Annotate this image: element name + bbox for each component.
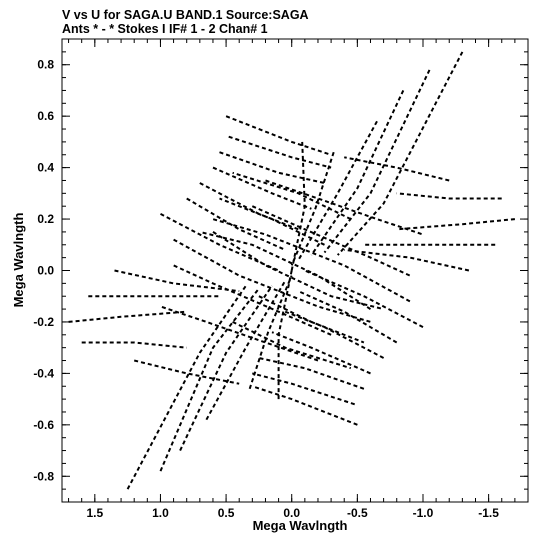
plot-header-line1: V vs U for SAGA.U BAND.1 Source:SAGA [62,8,309,22]
y-tick-label: 0.2 [37,212,54,226]
plot-frame [61,38,529,503]
uv-track-35 [199,230,372,310]
x-axis-label: Mega Wavlngth [253,518,348,533]
y-tick-label: 0.0 [37,264,54,278]
uv-track-23 [297,290,398,344]
uv-track-40 [265,179,424,236]
uv-track-41 [160,305,319,362]
uv-track-20 [199,182,299,231]
uv-track-38 [251,205,411,277]
uv-tracks [68,51,515,490]
uv-track-19 [271,331,371,375]
plot-axes: 1.5 1.0 0.5 0.0 -0.5 -1.0 -1.5 0.8 0.6 0.4 0.2 0.0 -… [33,38,529,520]
uv-track-30 [68,310,187,323]
x-tick-label: -1.5 [478,506,499,520]
uv-track-42 [258,295,365,344]
uv-track-1 [126,285,247,490]
uv-track-14 [228,135,332,169]
uv-track-27 [344,248,470,272]
y-tick-label: 0.4 [37,161,54,175]
uv-track-18 [212,166,312,210]
uv-track-4 [310,89,405,256]
uv-track-5 [179,285,273,452]
x-tick-label: 1.0 [152,506,169,520]
uv-track-7 [205,280,287,421]
uv-track-36 [173,238,371,323]
x-tick-label: 0.5 [218,506,235,520]
y-tick-label: 0.8 [37,58,54,72]
uv-track-25 [304,269,424,328]
y-tick-label: -0.2 [33,315,54,329]
x-tick-label: 1.5 [86,506,103,520]
uv-track-21 [284,310,385,359]
uv-track-12 [225,115,332,156]
x-tick-label: 0.0 [283,506,300,520]
uv-track-43 [219,197,325,246]
uv-track-39 [173,264,332,336]
uv-track-46 [133,359,240,385]
uv-track-34 [212,231,384,311]
uv-track-22 [186,197,286,251]
y-tick-label: -0.8 [33,469,54,483]
y-tick-label: 0.6 [37,109,54,123]
uv-track-26 [114,269,240,293]
y-axis-label: Mega Wavlngth [11,213,26,308]
y-tick-label: -0.4 [33,366,54,380]
uv-track-16 [219,151,325,184]
uv-track-9 [248,275,293,390]
uv-track-17 [258,357,365,390]
x-tick-label: -1.0 [413,506,434,520]
uv-track-8 [290,151,335,266]
x-tick-label: -0.5 [347,506,368,520]
uv-track-44 [232,321,352,370]
uv-track-32 [81,341,187,349]
uv-track-33 [396,192,502,200]
uv-track-6 [297,120,378,261]
uv-track-45 [232,171,352,220]
uv-track-13 [251,385,358,426]
uv-track-0 [336,51,464,256]
uv-track-24 [160,213,279,272]
uv-track-2 [323,69,431,254]
uv-track-37 [212,218,411,303]
uv-track-31 [396,218,515,231]
plot-header-line2: Ants * - * Stokes I IF# 1 - 2 Chan# 1 [62,22,268,36]
uv-track-3 [159,287,260,472]
uv-track-15 [252,372,356,406]
y-tick-label: -0.6 [33,418,54,432]
